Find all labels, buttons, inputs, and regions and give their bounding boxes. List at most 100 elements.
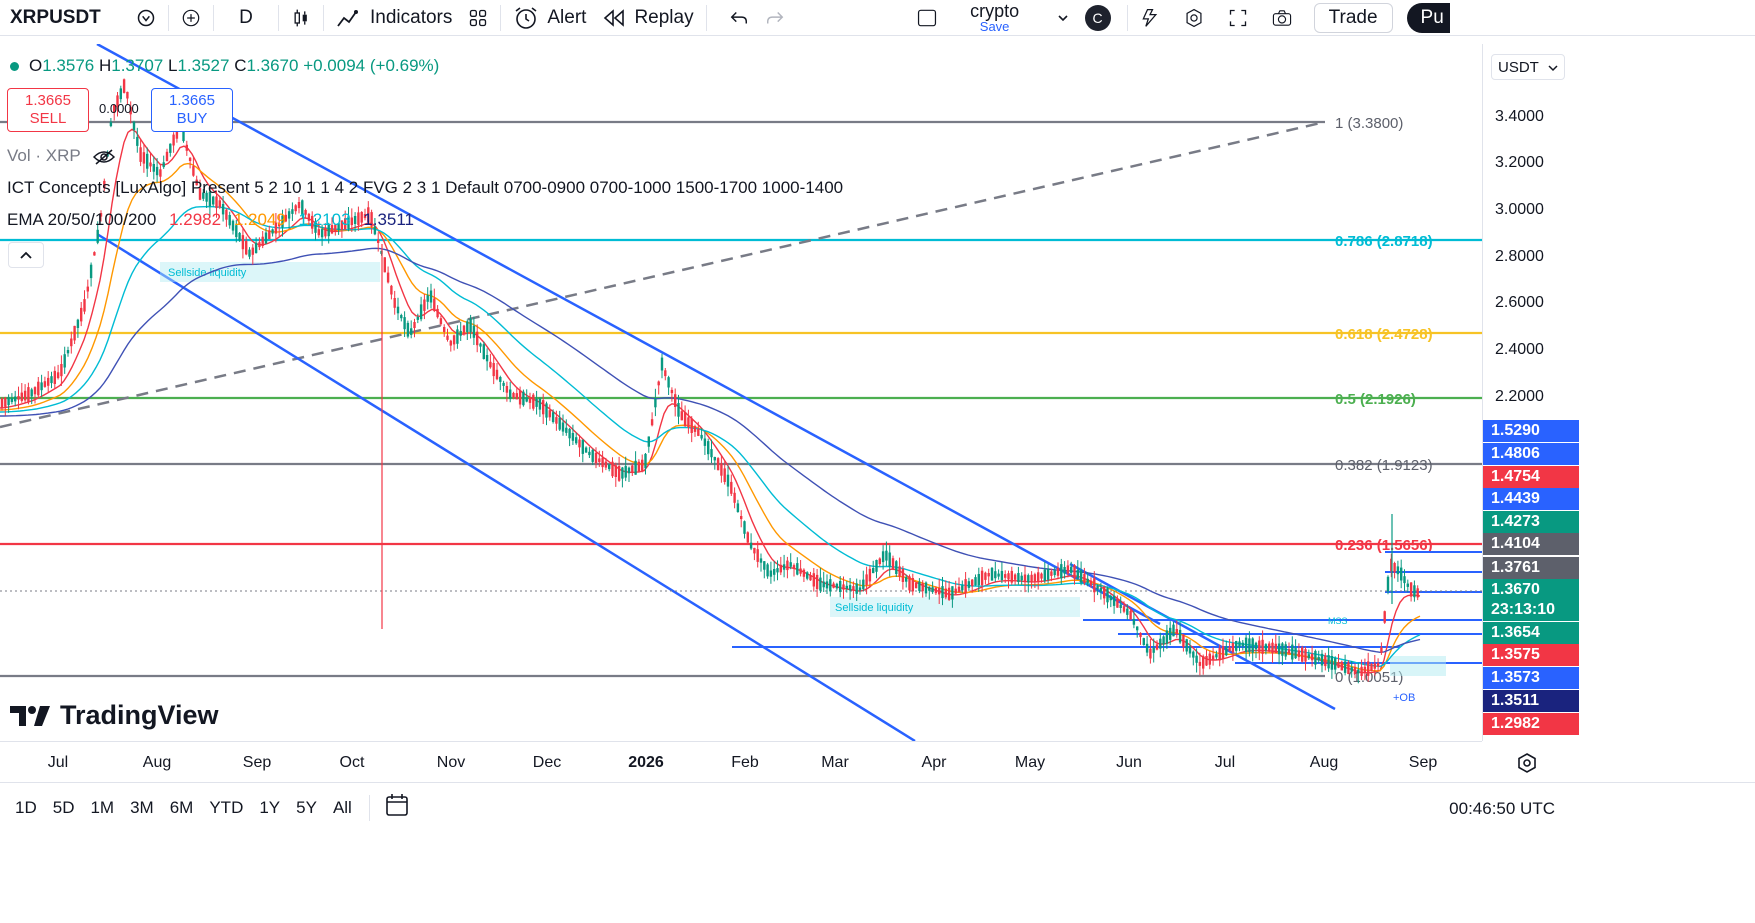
- candle-body: [799, 568, 802, 574]
- candle-body: [1244, 637, 1248, 652]
- divider: [368, 794, 370, 821]
- price-axis[interactable]: USDT 3.4000 3.2000 3.0000 2.8000 2.6000 2.400…: [1482, 44, 1755, 741]
- candle-body: [565, 427, 568, 433]
- candle-body: [1159, 638, 1162, 649]
- candle-body: [1017, 573, 1020, 582]
- candle-body: [1172, 624, 1175, 637]
- candle-body: [1337, 662, 1340, 668]
- tradingview-logo: TradingView: [10, 700, 219, 731]
- timeframe-3m[interactable]: 3M: [130, 797, 154, 817]
- axis-settings-icon[interactable]: [1516, 752, 1538, 780]
- candle-body: [667, 377, 670, 388]
- layout-name-button[interactable]: crypto Save: [945, 0, 1045, 34]
- candle-body: [56, 372, 60, 379]
- candle-body: [261, 236, 264, 246]
- divider: [168, 4, 169, 31]
- utc-clock[interactable]: 00:46:50 UTC: [1449, 799, 1555, 818]
- volume-indicator-row[interactable]: Vol · XRP: [7, 146, 116, 166]
- timeframe-5d[interactable]: 5D: [52, 797, 75, 817]
- legend-collapse-button[interactable]: [8, 242, 44, 268]
- candle-body: [608, 464, 611, 470]
- candle-body: [7, 397, 10, 406]
- ict-indicator-row[interactable]: ICT Concepts [LuxAlgo] Present 5 2 10 1 …: [7, 178, 844, 197]
- timeframe-5y[interactable]: 5Y: [296, 797, 317, 817]
- candle-body: [340, 220, 344, 230]
- replay-button[interactable]: Replay: [594, 3, 701, 33]
- timeframe-6m[interactable]: 6M: [169, 797, 194, 817]
- ohlc-values: O1.3576 H1.3707 L1.3527 C1.3670 +0.0094 …: [10, 56, 439, 76]
- candle-body: [1357, 669, 1360, 674]
- price-tick-label: 2.2000: [1495, 388, 1544, 405]
- candle-body: [1063, 567, 1066, 574]
- candle-body: [657, 381, 660, 386]
- templates-grid-icon[interactable]: [460, 3, 496, 33]
- candle-body: [848, 585, 852, 591]
- undo-icon[interactable]: [721, 3, 757, 33]
- buy-button[interactable]: 1.3665 BUY: [151, 88, 233, 132]
- candle-body: [155, 166, 159, 176]
- candle-body: [254, 242, 258, 254]
- divider: [278, 4, 279, 31]
- candle-body: [578, 439, 581, 448]
- camera-snapshot-icon[interactable]: [1264, 3, 1300, 33]
- quick-search-icon[interactable]: [1132, 3, 1168, 33]
- settings-gear-icon[interactable]: [1176, 3, 1212, 33]
- timeframe-1m[interactable]: 1M: [90, 797, 115, 817]
- trade-button[interactable]: Trade: [1313, 2, 1393, 33]
- chevron-down-icon[interactable]: [1045, 3, 1081, 33]
- divider: [705, 4, 707, 31]
- candle-body: [716, 458, 720, 471]
- timeframe-all[interactable]: All: [332, 797, 352, 817]
- ema-indicator-row[interactable]: EMA 20/50/100/200 1.2982 1.2049 1.2103 1…: [7, 210, 414, 230]
- price-tag: 1.5290: [1483, 420, 1579, 442]
- market-status-dot[interactable]: [10, 62, 19, 72]
- hidden-eye-icon[interactable]: [93, 148, 116, 165]
- timeframe-1d[interactable]: 1D: [15, 797, 37, 817]
- candle-body: [885, 550, 888, 561]
- indicators-button[interactable]: Indicators: [328, 3, 460, 33]
- candle-body: [1178, 629, 1182, 643]
- candle-body: [723, 468, 726, 482]
- candle-body: [370, 212, 373, 227]
- symbol-search[interactable]: XRPUSDT: [10, 6, 101, 28]
- candle-body: [287, 211, 291, 219]
- candle-body: [307, 213, 311, 221]
- candle-body: [733, 492, 736, 503]
- currency-select[interactable]: USDT: [1491, 54, 1565, 80]
- fullscreen-icon[interactable]: [1220, 3, 1256, 33]
- candle-body: [1274, 643, 1277, 654]
- candle-body: [66, 350, 70, 354]
- candle-body: [644, 453, 647, 469]
- redo-icon[interactable]: [757, 3, 793, 33]
- alert-button[interactable]: Alert: [505, 3, 594, 33]
- candle-body: [1393, 563, 1396, 573]
- time-axis[interactable]: Jul Aug Sep Oct Nov Dec 2026 Feb Mar Apr May Jun Jul…: [0, 741, 1482, 781]
- candle-body: [802, 569, 806, 577]
- timeframe-ytd[interactable]: YTD: [209, 797, 244, 817]
- layout-name: crypto: [970, 0, 1020, 21]
- user-avatar[interactable]: C: [1081, 3, 1115, 33]
- time-axis-label: Jul: [47, 754, 69, 771]
- candle-body: [403, 317, 406, 330]
- compare-add-icon[interactable]: [173, 3, 209, 33]
- candle-body: [10, 398, 14, 402]
- candle-body: [122, 79, 126, 93]
- candle-body: [1360, 666, 1363, 676]
- timeframe-1y[interactable]: 1Y: [259, 797, 281, 817]
- interval-button[interactable]: D: [239, 6, 253, 28]
- sell-button[interactable]: 1.3665 SELL: [7, 88, 89, 132]
- layout-square-icon[interactable]: [909, 3, 945, 33]
- candle-body: [1409, 582, 1413, 597]
- candle-body: [47, 377, 50, 386]
- candle-body: [416, 316, 419, 320]
- candle-body: [297, 202, 301, 209]
- symbol-info-icon[interactable]: [128, 3, 164, 33]
- candle-body: [116, 95, 119, 108]
- candle-body: [971, 579, 974, 587]
- publish-button[interactable]: Pu: [1406, 2, 1450, 33]
- price-chart[interactable]: 1 (3.3800) 0.786 (2.8718) 0.618 (2.4728) 0.…: [0, 44, 1482, 741]
- candle-body: [320, 229, 324, 238]
- candles-chart-type-icon[interactable]: [283, 3, 319, 33]
- date-range-calendar-icon[interactable]: [378, 792, 416, 823]
- candle-body: [1413, 585, 1416, 598]
